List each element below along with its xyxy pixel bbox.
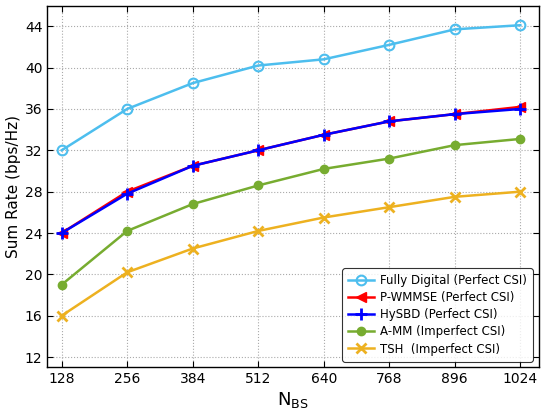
HySBD (Perfect CSI): [452, 111, 458, 116]
Y-axis label: Sum Rate (bps/Hz): Sum Rate (bps/Hz): [5, 115, 21, 258]
P-WMMSE (Perfect CSI): [124, 189, 130, 194]
HySBD (Perfect CSI): [386, 119, 393, 124]
Fully Digital (Perfect CSI): [124, 106, 130, 111]
Legend: Fully Digital (Perfect CSI), P-WMMSE (Perfect CSI), HySBD (Perfect CSI), A-MM (I: Fully Digital (Perfect CSI), P-WMMSE (Pe…: [342, 268, 533, 362]
TSH  (Imperfect CSI): [189, 246, 196, 251]
A-MM (Imperfect CSI): [517, 136, 524, 141]
Fully Digital (Perfect CSI): [58, 148, 65, 153]
Fully Digital (Perfect CSI): [386, 42, 393, 47]
HySBD (Perfect CSI): [255, 148, 262, 153]
A-MM (Imperfect CSI): [189, 202, 196, 207]
Line: HySBD (Perfect CSI): HySBD (Perfect CSI): [56, 104, 526, 238]
Line: Fully Digital (Perfect CSI): Fully Digital (Perfect CSI): [57, 20, 525, 155]
Line: TSH  (Imperfect CSI): TSH (Imperfect CSI): [57, 187, 525, 321]
Fully Digital (Perfect CSI): [517, 23, 524, 28]
TSH  (Imperfect CSI): [452, 194, 458, 199]
Fully Digital (Perfect CSI): [255, 63, 262, 68]
TSH  (Imperfect CSI): [255, 228, 262, 233]
TSH  (Imperfect CSI): [58, 313, 65, 318]
A-MM (Imperfect CSI): [452, 143, 458, 148]
A-MM (Imperfect CSI): [321, 166, 327, 171]
HySBD (Perfect CSI): [321, 132, 327, 137]
TSH  (Imperfect CSI): [321, 215, 327, 220]
A-MM (Imperfect CSI): [58, 282, 65, 287]
P-WMMSE (Perfect CSI): [255, 148, 262, 153]
Fully Digital (Perfect CSI): [452, 27, 458, 32]
TSH  (Imperfect CSI): [124, 270, 130, 275]
P-WMMSE (Perfect CSI): [517, 104, 524, 109]
TSH  (Imperfect CSI): [517, 189, 524, 194]
HySBD (Perfect CSI): [189, 163, 196, 168]
HySBD (Perfect CSI): [124, 191, 130, 196]
TSH  (Imperfect CSI): [386, 205, 393, 210]
X-axis label: N$_{\mathregular{BS}}$: N$_{\mathregular{BS}}$: [277, 391, 309, 411]
Fully Digital (Perfect CSI): [321, 57, 327, 62]
Fully Digital (Perfect CSI): [189, 81, 196, 86]
P-WMMSE (Perfect CSI): [321, 132, 327, 137]
P-WMMSE (Perfect CSI): [189, 163, 196, 168]
P-WMMSE (Perfect CSI): [386, 119, 393, 124]
A-MM (Imperfect CSI): [386, 156, 393, 161]
P-WMMSE (Perfect CSI): [452, 111, 458, 116]
Line: P-WMMSE (Perfect CSI): P-WMMSE (Perfect CSI): [57, 102, 525, 238]
P-WMMSE (Perfect CSI): [58, 230, 65, 235]
HySBD (Perfect CSI): [517, 106, 524, 111]
A-MM (Imperfect CSI): [255, 183, 262, 188]
Line: A-MM (Imperfect CSI): A-MM (Imperfect CSI): [57, 135, 525, 289]
A-MM (Imperfect CSI): [124, 228, 130, 233]
HySBD (Perfect CSI): [58, 230, 65, 235]
